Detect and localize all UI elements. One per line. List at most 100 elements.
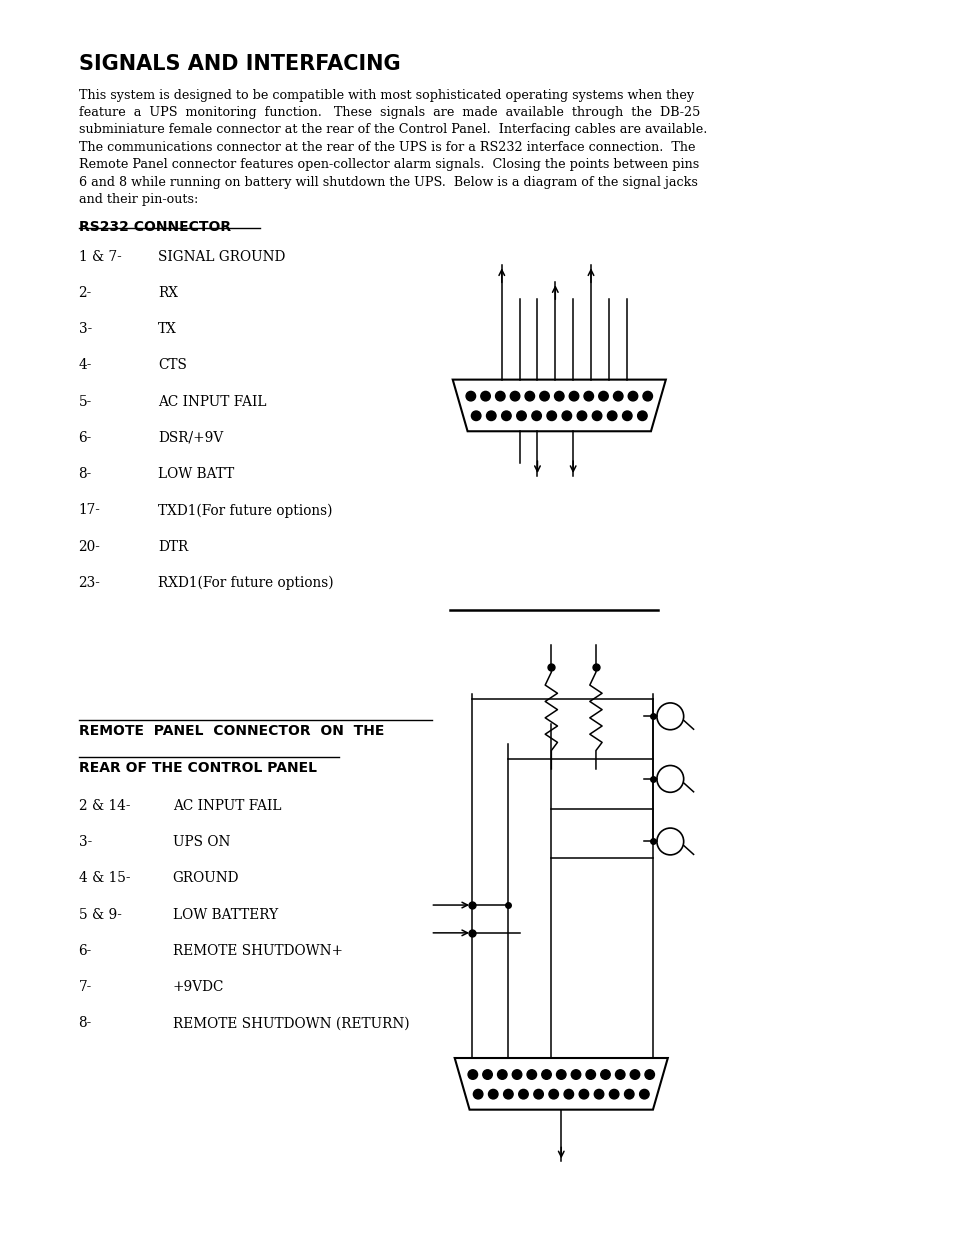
Text: TXD1(For future options): TXD1(For future options) bbox=[157, 504, 332, 517]
Circle shape bbox=[488, 1089, 497, 1099]
Circle shape bbox=[561, 411, 571, 421]
Circle shape bbox=[556, 1070, 565, 1079]
Circle shape bbox=[466, 391, 476, 401]
Circle shape bbox=[585, 1070, 595, 1079]
Circle shape bbox=[563, 1089, 573, 1099]
Text: CTS: CTS bbox=[157, 358, 187, 372]
Circle shape bbox=[534, 1089, 543, 1099]
Circle shape bbox=[657, 829, 683, 855]
Text: 7-: 7- bbox=[78, 981, 91, 994]
Circle shape bbox=[628, 391, 637, 401]
Text: 17-: 17- bbox=[78, 504, 100, 517]
Circle shape bbox=[554, 391, 563, 401]
Text: REMOTE SHUTDOWN+: REMOTE SHUTDOWN+ bbox=[172, 944, 342, 958]
Circle shape bbox=[503, 1089, 513, 1099]
Circle shape bbox=[607, 411, 617, 421]
Circle shape bbox=[578, 1089, 588, 1099]
Text: 2-: 2- bbox=[78, 285, 91, 300]
Text: 2 & 14-: 2 & 14- bbox=[78, 799, 130, 813]
Circle shape bbox=[613, 391, 622, 401]
Text: feature  a  UPS  monitoring  function.   These  signals  are  made  available  t: feature a UPS monitoring function. These… bbox=[78, 106, 700, 119]
Circle shape bbox=[644, 1070, 654, 1079]
Circle shape bbox=[497, 1070, 507, 1079]
Circle shape bbox=[657, 766, 683, 793]
Text: SIGNAL GROUND: SIGNAL GROUND bbox=[157, 249, 285, 263]
Circle shape bbox=[571, 1070, 580, 1079]
Circle shape bbox=[518, 1089, 528, 1099]
Text: +9VDC: +9VDC bbox=[172, 981, 224, 994]
Circle shape bbox=[583, 391, 593, 401]
Polygon shape bbox=[455, 1058, 667, 1110]
Text: 6 and 8 while running on battery will shutdown the UPS.  Below is a diagram of t: 6 and 8 while running on battery will sh… bbox=[78, 175, 697, 189]
Text: 4-: 4- bbox=[78, 358, 91, 372]
Polygon shape bbox=[453, 379, 665, 431]
Text: GROUND: GROUND bbox=[172, 871, 239, 885]
Circle shape bbox=[473, 1089, 482, 1099]
Text: The communications connector at the rear of the UPS is for a RS232 interface con: The communications connector at the rear… bbox=[78, 141, 695, 153]
Text: UPS ON: UPS ON bbox=[172, 835, 230, 848]
Circle shape bbox=[548, 1089, 558, 1099]
Text: and their pin-outs:: and their pin-outs: bbox=[78, 193, 197, 206]
Text: TX: TX bbox=[157, 322, 176, 336]
Text: 20-: 20- bbox=[78, 540, 100, 553]
Circle shape bbox=[615, 1070, 624, 1079]
Text: RXD1(For future options): RXD1(For future options) bbox=[157, 576, 334, 590]
Circle shape bbox=[569, 391, 578, 401]
Circle shape bbox=[468, 1070, 477, 1079]
Text: 8-: 8- bbox=[78, 467, 91, 480]
Circle shape bbox=[637, 411, 646, 421]
Circle shape bbox=[480, 391, 490, 401]
Circle shape bbox=[577, 411, 586, 421]
Text: REMOTE  PANEL  CONNECTOR  ON  THE: REMOTE PANEL CONNECTOR ON THE bbox=[78, 724, 383, 739]
Circle shape bbox=[594, 1089, 603, 1099]
Circle shape bbox=[541, 1070, 551, 1079]
Text: AC INPUT FAIL: AC INPUT FAIL bbox=[172, 799, 281, 813]
Text: DSR/+9V: DSR/+9V bbox=[157, 431, 223, 445]
Text: 23-: 23- bbox=[78, 576, 100, 590]
Circle shape bbox=[624, 1089, 634, 1099]
Circle shape bbox=[598, 391, 608, 401]
Text: AC INPUT FAIL: AC INPUT FAIL bbox=[157, 394, 266, 409]
Circle shape bbox=[630, 1070, 639, 1079]
Circle shape bbox=[495, 391, 504, 401]
Text: Remote Panel connector features open-collector alarm signals.  Closing the point: Remote Panel connector features open-col… bbox=[78, 158, 698, 172]
Text: RS232 CONNECTOR: RS232 CONNECTOR bbox=[78, 220, 231, 233]
Circle shape bbox=[642, 391, 652, 401]
Text: 5 & 9-: 5 & 9- bbox=[78, 908, 121, 921]
Circle shape bbox=[512, 1070, 521, 1079]
Circle shape bbox=[471, 411, 480, 421]
Circle shape bbox=[609, 1089, 618, 1099]
Text: subminiature female connector at the rear of the Control Panel.  Interfacing cab: subminiature female connector at the rea… bbox=[78, 124, 706, 136]
Circle shape bbox=[546, 411, 556, 421]
Text: 3-: 3- bbox=[78, 835, 91, 848]
Circle shape bbox=[639, 1089, 648, 1099]
Text: 3-: 3- bbox=[78, 322, 91, 336]
Circle shape bbox=[482, 1070, 492, 1079]
Circle shape bbox=[657, 703, 683, 730]
Circle shape bbox=[531, 411, 540, 421]
Text: 6-: 6- bbox=[78, 944, 91, 958]
Circle shape bbox=[486, 411, 496, 421]
Text: REMOTE SHUTDOWN (RETURN): REMOTE SHUTDOWN (RETURN) bbox=[172, 1016, 409, 1030]
Circle shape bbox=[539, 391, 549, 401]
Circle shape bbox=[501, 411, 511, 421]
Circle shape bbox=[524, 391, 534, 401]
Text: SIGNALS AND INTERFACING: SIGNALS AND INTERFACING bbox=[78, 54, 399, 74]
Text: 8-: 8- bbox=[78, 1016, 91, 1030]
Circle shape bbox=[592, 411, 601, 421]
Text: LOW BATTERY: LOW BATTERY bbox=[172, 908, 277, 921]
Circle shape bbox=[622, 411, 632, 421]
Text: This system is designed to be compatible with most sophisticated operating syste: This system is designed to be compatible… bbox=[78, 89, 693, 101]
Text: RX: RX bbox=[157, 285, 177, 300]
Text: REAR OF THE CONTROL PANEL: REAR OF THE CONTROL PANEL bbox=[78, 761, 316, 776]
Text: 6-: 6- bbox=[78, 431, 91, 445]
Text: 5-: 5- bbox=[78, 394, 91, 409]
Text: 4 & 15-: 4 & 15- bbox=[78, 871, 130, 885]
Text: LOW BATT: LOW BATT bbox=[157, 467, 233, 480]
Text: 1 & 7-: 1 & 7- bbox=[78, 249, 121, 263]
Text: DTR: DTR bbox=[157, 540, 188, 553]
Circle shape bbox=[510, 391, 519, 401]
Circle shape bbox=[600, 1070, 610, 1079]
Circle shape bbox=[526, 1070, 536, 1079]
Circle shape bbox=[517, 411, 526, 421]
